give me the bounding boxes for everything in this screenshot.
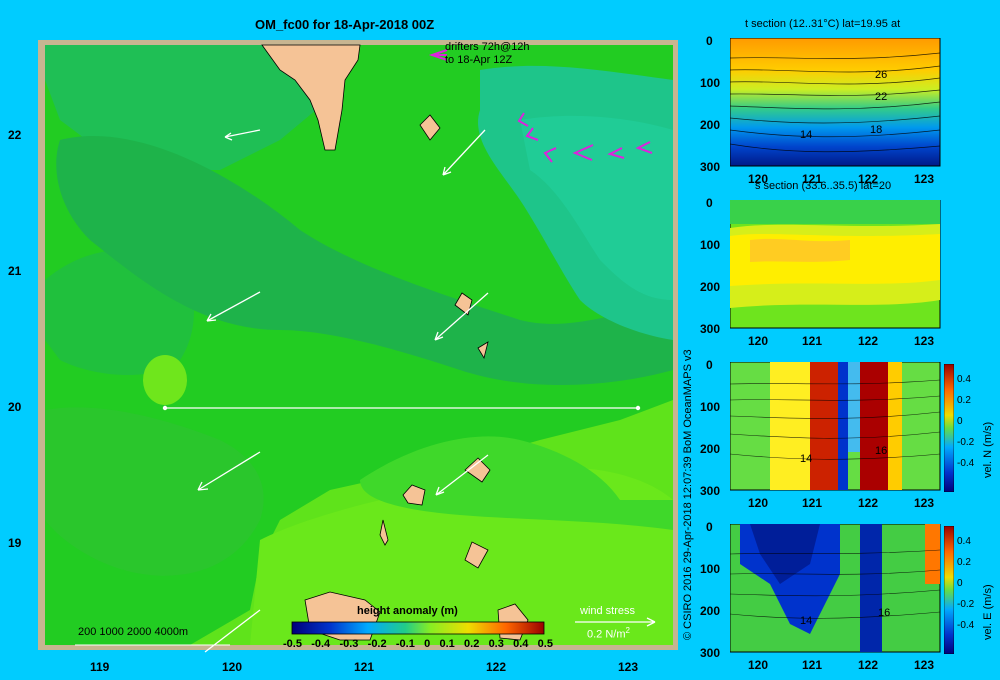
colorbar-tick: -0.1 xyxy=(395,638,415,650)
lon-tick: 121 xyxy=(802,496,823,510)
depth-tick: 300 xyxy=(700,322,721,336)
lon-tick: 122 xyxy=(858,658,879,672)
t-section-plot: 26 22 18 14 xyxy=(730,38,941,167)
depth-tick: 100 xyxy=(700,76,721,90)
lon-tick: 121 xyxy=(802,334,823,348)
lon-tick: 119 xyxy=(90,660,110,674)
vel-e-label: vel. E (m/s) xyxy=(982,584,994,640)
lon-tick: 121 xyxy=(802,172,823,186)
depth-tick: 0 xyxy=(706,358,713,372)
depth-tick: 100 xyxy=(700,238,721,252)
drifters-legend-line2: to 18-Apr 12Z xyxy=(445,54,513,66)
depth-tick: 200 xyxy=(700,442,721,456)
vel-e-cbar-ticks: 0.4 0.2 0 -0.2 -0.4 xyxy=(957,536,975,631)
lon-tick: 123 xyxy=(618,660,639,674)
lon-tick: 120 xyxy=(748,172,769,186)
depth-tick: 200 xyxy=(700,604,721,618)
map-field xyxy=(45,45,673,645)
lat-tick: 22 xyxy=(8,128,22,142)
map-title: OM_fc00 for 18-Apr-2018 00Z xyxy=(255,17,435,32)
contour-label: 14 xyxy=(800,615,812,627)
lon-tick: 123 xyxy=(914,658,935,672)
credit-text: © CSIRO 2016 29-Apr-2018 12:07:39 BoM Oc… xyxy=(682,349,694,640)
s-section-plot xyxy=(730,200,941,329)
depth-tick: 200 xyxy=(700,118,721,132)
lon-tick: 120 xyxy=(748,658,769,672)
section-line xyxy=(162,405,641,411)
lon-tick: 122 xyxy=(486,660,507,674)
colorbar-tick: 0.5 xyxy=(537,638,553,650)
depth-tick: 100 xyxy=(700,400,721,414)
lon-tick: 120 xyxy=(748,334,769,348)
depth-scale-label: 200 1000 2000 4000m xyxy=(78,626,189,638)
colorbar-tick: -0.5 xyxy=(283,638,302,650)
colorbar-tick: 0.3 xyxy=(488,638,504,650)
colorbar-ticks: -0.5 -0.4 -0.3 -0.2 -0.1 0 0.1 0.2 0.3 0… xyxy=(283,638,553,650)
depth-tick: 300 xyxy=(700,160,721,174)
vel-n-colorbar xyxy=(944,364,954,492)
contour-label: 16 xyxy=(875,445,887,457)
contour-label: 18 xyxy=(870,124,882,136)
t-section-title: t section (12..31°C) lat=19.95 at xyxy=(745,18,901,30)
colorbar-tick: 0.4 xyxy=(513,638,529,650)
lon-tick: 122 xyxy=(858,172,879,186)
vel-n-label: vel. N (m/s) xyxy=(982,421,994,478)
lon-tick: 120 xyxy=(222,660,243,674)
drifter-tracks xyxy=(428,49,653,163)
depth-tick: 300 xyxy=(700,484,721,498)
s-section-title: s section (33.6..35.5) lat=20 xyxy=(755,180,892,192)
depth-tick: 0 xyxy=(706,520,713,534)
depth-tick: 300 xyxy=(700,646,721,660)
height-anomaly-map xyxy=(38,40,678,653)
lat-tick: 20 xyxy=(8,400,22,414)
lon-tick: 123 xyxy=(914,496,935,510)
lat-tick: 19 xyxy=(8,536,22,550)
contour-label: 14 xyxy=(800,129,812,141)
lat-tick: 21 xyxy=(8,264,22,278)
vel-e-colorbar xyxy=(944,526,954,654)
lon-tick: 123 xyxy=(914,334,935,348)
depth-tick: 200 xyxy=(700,280,721,294)
contour-label: 14 xyxy=(800,453,812,465)
vel-n-cbar-ticks: 0.4 0.2 0 -0.2 -0.4 xyxy=(957,374,975,469)
contour-label: 26 xyxy=(875,69,887,81)
vel-e-section-plot: 14 16 xyxy=(730,524,941,653)
wind-stress-label: wind stress xyxy=(580,605,636,617)
height-colorbar xyxy=(291,621,545,635)
colorbar-tick: -0.3 xyxy=(339,638,359,650)
contour-label: 16 xyxy=(878,607,890,619)
colorbar-tick: -0.4 xyxy=(311,638,331,650)
contour-label: 22 xyxy=(875,91,887,103)
colorbar-tick: -0.2 xyxy=(367,638,387,650)
lon-tick: 123 xyxy=(914,172,935,186)
depth-tick: 0 xyxy=(706,34,713,48)
lon-tick: 122 xyxy=(858,496,879,510)
vel-n-section-plot: 14 16 xyxy=(730,362,941,491)
lon-tick: 122 xyxy=(858,334,879,348)
lon-tick: 121 xyxy=(354,660,375,674)
colorbar-tick: 0.2 xyxy=(464,638,480,650)
lon-tick: 120 xyxy=(748,496,769,510)
drifters-legend-line1: drifters 72h@12h xyxy=(445,41,530,53)
wind-stress-value: 0.2 N/m2 xyxy=(587,626,630,641)
depth-tick: 100 xyxy=(700,562,721,576)
colorbar-tick: 0 xyxy=(424,638,431,650)
colorbar-title: height anomaly (m) xyxy=(357,605,458,617)
lon-tick: 121 xyxy=(802,658,823,672)
depth-tick: 0 xyxy=(706,196,713,210)
colorbar-tick: 0.1 xyxy=(439,638,455,650)
